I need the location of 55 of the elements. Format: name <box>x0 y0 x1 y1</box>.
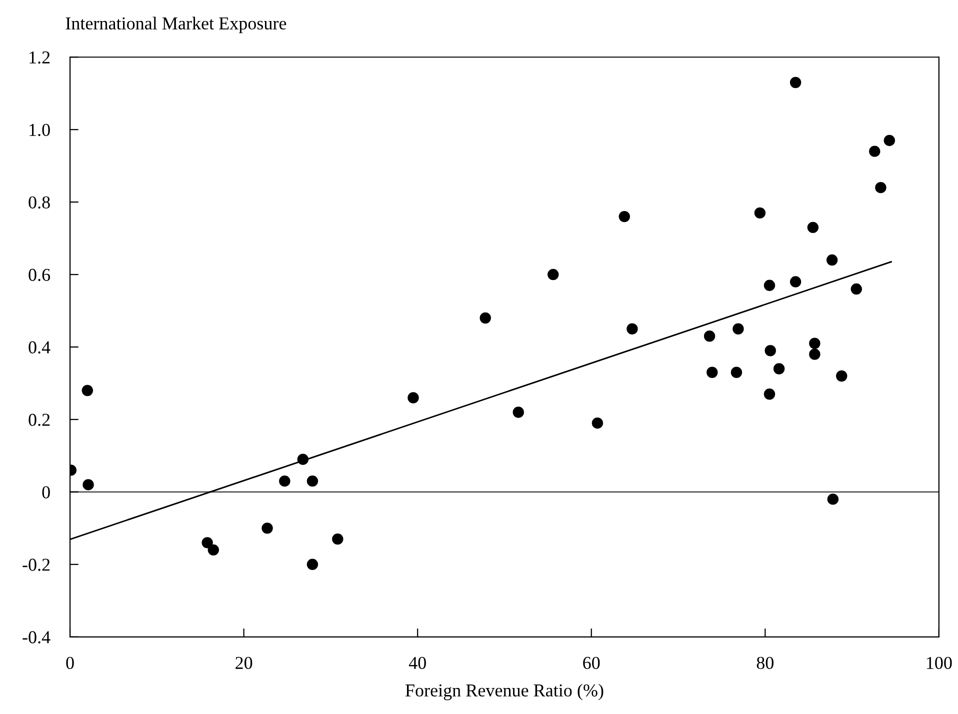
point <box>306 475 318 487</box>
point <box>773 363 785 374</box>
point <box>408 392 419 404</box>
y-tick-label: 1.0 <box>30 124 50 136</box>
point <box>754 207 766 219</box>
point <box>809 338 820 349</box>
point <box>875 182 886 194</box>
point <box>790 276 802 288</box>
point <box>512 406 524 418</box>
point <box>790 76 802 88</box>
point <box>850 283 862 295</box>
x-tick-label: 20 <box>236 656 252 670</box>
y-tick-label: 0.6 <box>28 268 50 282</box>
y-tick-label: 0 <box>42 486 50 498</box>
x-tick-label: 80 <box>756 656 774 670</box>
point <box>82 384 94 396</box>
point <box>262 522 273 534</box>
point <box>208 544 220 556</box>
point <box>732 323 744 334</box>
x-tick-label: 60 <box>583 656 600 670</box>
point <box>332 533 344 545</box>
x-tick-label: 40 <box>408 656 426 670</box>
point <box>807 222 819 234</box>
point <box>704 330 716 342</box>
point <box>306 558 318 570</box>
point <box>706 366 718 378</box>
point <box>809 348 820 360</box>
point <box>764 280 776 292</box>
point <box>279 475 290 487</box>
x-axis-title: Foreign Revenue Ratio (%) <box>405 684 604 700</box>
point <box>548 268 559 280</box>
y-tick-label: -0.2 <box>22 558 50 571</box>
point <box>827 494 839 505</box>
y-tick-label: 0.4 <box>28 341 50 354</box>
x-tick-label: 0 <box>66 656 74 670</box>
point <box>869 146 880 157</box>
y-tick-label: 0.8 <box>28 196 50 209</box>
y-tick-label: 1.2 <box>30 51 50 64</box>
point <box>592 417 604 429</box>
point <box>826 254 838 266</box>
y-tick-label: -0.4 <box>22 631 50 644</box>
y-axis-title: International Market Exposure <box>66 16 286 34</box>
point <box>480 312 491 324</box>
point <box>202 537 213 548</box>
point <box>884 134 896 146</box>
point <box>764 345 776 356</box>
y-tick-label: 0.2 <box>28 414 50 426</box>
point <box>730 366 742 378</box>
point <box>82 479 94 490</box>
point <box>764 388 776 400</box>
point <box>626 323 638 334</box>
point <box>297 454 309 465</box>
x-tick-label: 100 <box>926 656 952 670</box>
point <box>836 370 848 382</box>
point <box>618 210 630 222</box>
